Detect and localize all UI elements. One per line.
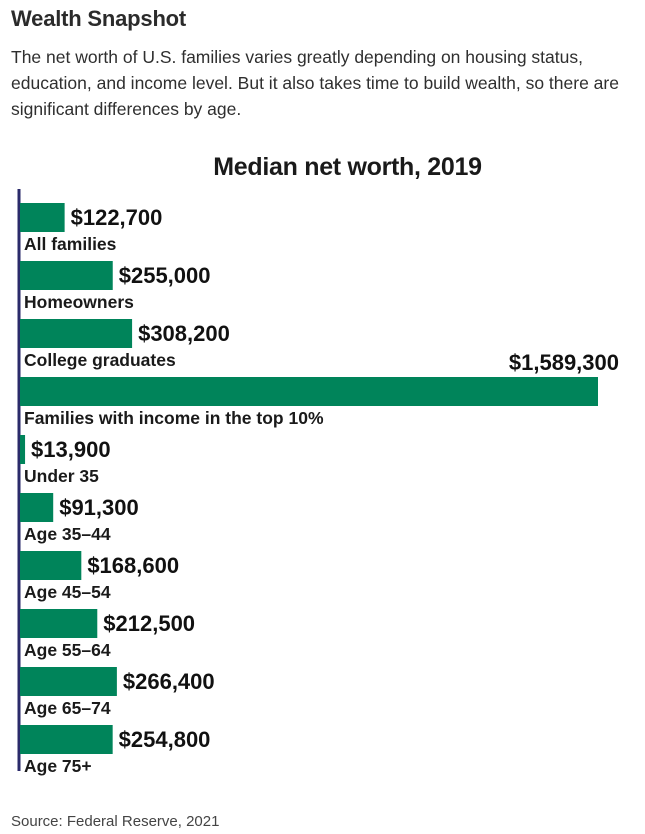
bar-all-families — [20, 203, 65, 232]
bar-age-35-44 — [20, 493, 54, 522]
value-label-college-graduates: $308,200 — [138, 321, 230, 346]
bar-age-45-54 — [20, 551, 82, 580]
category-label-age-35-44: Age 35–44 — [24, 524, 111, 544]
category-label-age-65-74: Age 65–74 — [24, 698, 111, 718]
chart-title: Median net worth, 2019 — [213, 153, 482, 181]
value-label-families-with-income-in-the-top-10: $1,589,300 — [509, 350, 619, 375]
category-label-age-75: Age 75+ — [24, 756, 92, 776]
category-label-under-35: Under 35 — [24, 466, 99, 486]
category-label-all-families: All families — [24, 234, 117, 254]
value-label-age-65-74: $266,400 — [123, 669, 215, 694]
value-label-homeowners: $255,000 — [119, 263, 211, 288]
bar-college-graduates — [20, 319, 133, 348]
value-label-age-35-44: $91,300 — [59, 495, 139, 520]
headline: Wealth Snapshot — [11, 6, 187, 31]
value-label-age-75: $254,800 — [119, 727, 211, 752]
bar-age-55-64 — [20, 609, 98, 638]
category-label-homeowners: Homeowners — [24, 292, 134, 312]
bar-families-with-income-in-the-top-10 — [20, 377, 598, 406]
source-note: Source: Federal Reserve, 2021 — [11, 813, 220, 830]
category-label-age-45-54: Age 45–54 — [24, 582, 111, 602]
bar-age-75 — [20, 725, 113, 754]
category-label-age-55-64: Age 55–64 — [24, 640, 111, 660]
value-label-age-55-64: $212,500 — [103, 611, 195, 636]
value-label-all-families: $122,700 — [71, 205, 163, 230]
dek-paragraph: The net worth of U.S. families varies gr… — [11, 47, 619, 119]
bar-homeowners — [20, 261, 113, 290]
bar-under-35 — [20, 435, 26, 464]
value-label-under-35: $13,900 — [31, 437, 111, 462]
value-label-age-45-54: $168,600 — [87, 553, 179, 578]
category-label-college-graduates: College graduates — [24, 350, 176, 370]
category-label-families-with-income-in-the-top-10: Families with income in the top 10% — [24, 408, 324, 428]
bar-age-65-74 — [20, 667, 117, 696]
